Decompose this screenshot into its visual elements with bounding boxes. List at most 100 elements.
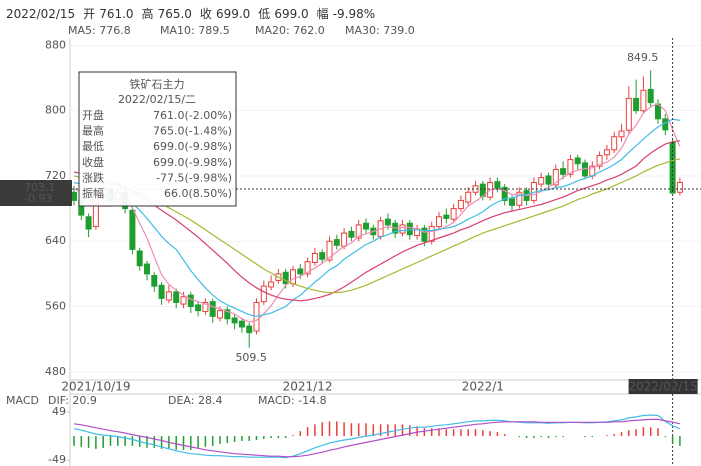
- macd-bar: [124, 436, 126, 446]
- tooltip-label: 开盘: [82, 108, 104, 122]
- candle-body: [238, 320, 245, 328]
- x-tick-label: 2022/1: [462, 380, 504, 394]
- candle-body: [85, 216, 92, 230]
- y-tick-label: 880: [45, 38, 66, 51]
- macd-bar: [679, 436, 681, 446]
- candle-body: [406, 222, 413, 236]
- macd-bar: [343, 422, 345, 437]
- macd-bar: [175, 436, 177, 450]
- candle-body: [297, 268, 304, 275]
- legend-entry: MA20: 762.0: [255, 24, 325, 37]
- macd-bar: [540, 436, 542, 438]
- macd-bar: [438, 428, 440, 437]
- candle-body: [202, 301, 209, 312]
- tooltip-value: -77.5(-9.98%): [156, 171, 232, 184]
- macd-bar: [387, 424, 389, 437]
- macd-bar: [292, 435, 294, 437]
- macd-bar: [474, 429, 477, 437]
- candle-body: [560, 168, 567, 175]
- candle-body: [231, 317, 238, 324]
- macd-bar: [423, 428, 426, 437]
- candle-body: [348, 230, 355, 238]
- macd-bar: [620, 432, 623, 437]
- candle-body: [450, 208, 457, 220]
- macd-bar: [503, 434, 506, 437]
- header-value: 765.0: [158, 7, 192, 21]
- macd-bar: [452, 429, 455, 437]
- macd-bar: [671, 436, 674, 444]
- header-label: 高: [142, 6, 154, 21]
- y-tick-label: 720: [45, 169, 66, 182]
- macd-bar: [482, 430, 484, 437]
- header: 2022/02/15 开 761.0 高 765.0 收 699.0 低 699.0 幅 -9.98…: [6, 6, 375, 21]
- macd-bar: [321, 422, 323, 437]
- macd-bar: [401, 424, 404, 437]
- legend-entry: MA30: 739.0: [345, 24, 415, 37]
- candle-body: [457, 199, 464, 210]
- header-label: 低: [258, 7, 270, 21]
- candle-body: [494, 181, 501, 189]
- candle-body: [165, 291, 172, 301]
- macd-bar: [197, 436, 199, 448]
- macd-bar: [584, 436, 586, 438]
- candle-body: [209, 301, 216, 317]
- macd-bar: [445, 429, 448, 437]
- macd-bar: [365, 423, 367, 437]
- candle-body: [151, 275, 158, 287]
- macd-bar: [357, 423, 360, 437]
- macd-bar: [117, 436, 119, 446]
- macd-bar: [336, 421, 338, 437]
- macd-bar: [328, 421, 331, 437]
- macd-bar: [270, 436, 272, 439]
- macd-bar: [416, 426, 418, 437]
- candle-body: [611, 136, 618, 151]
- candle-body: [647, 88, 654, 103]
- candle-body: [333, 239, 340, 246]
- tooltip-value: 761.0(-2.00%): [153, 109, 232, 122]
- macd-bar: [248, 436, 250, 441]
- candle-body: [552, 168, 559, 186]
- legend-entry: MA10: 789.5: [160, 24, 230, 37]
- macd-bar: [277, 436, 280, 439]
- low-annotation: 509.5: [235, 351, 267, 364]
- tooltip-box: [78, 71, 237, 207]
- header-value: 699.0: [216, 7, 250, 21]
- macd-bar: [350, 423, 353, 437]
- x-tick-label: 2021/10/19: [61, 380, 130, 394]
- candle-body: [217, 310, 223, 319]
- header-value: -9.98%: [333, 7, 375, 21]
- candle-body: [421, 227, 428, 242]
- tooltip-label: 最低: [82, 140, 104, 153]
- macd-bar: [591, 436, 594, 438]
- macd-bar: [102, 436, 104, 448]
- crosshair-price: 703.1: [24, 181, 56, 194]
- candle-body: [640, 89, 647, 112]
- tooltip-label: 振幅: [82, 186, 104, 200]
- ma-line: [73, 158, 681, 294]
- macd-bar: [131, 436, 134, 446]
- candle-body: [71, 191, 77, 201]
- candle-body: [129, 209, 136, 250]
- candle-body: [246, 325, 253, 334]
- ma-line: [73, 103, 681, 323]
- macd-bar: [73, 436, 75, 446]
- macd-bar: [562, 436, 564, 438]
- crosshair-box: [0, 180, 72, 206]
- macd-bar: [160, 436, 163, 449]
- y-tick-label: 480: [45, 365, 66, 378]
- macd-bar: [80, 436, 83, 447]
- macd-bar: [146, 436, 148, 448]
- tooltip-title: 铁矿石主力: [130, 78, 185, 91]
- macd-bar: [87, 436, 90, 448]
- candle-body: [676, 181, 683, 193]
- macd-tick-label: -49: [48, 453, 66, 466]
- macd-tick-label: 49: [52, 405, 66, 418]
- x-tick-label: 2022/02/15: [629, 380, 698, 394]
- candle-body: [596, 155, 603, 167]
- macd-bar: [190, 436, 192, 450]
- candle-body: [545, 175, 552, 185]
- tooltip-value: 699.0(-9.98%): [153, 140, 232, 153]
- macd-bar: [219, 436, 221, 444]
- y-tick-label: 560: [45, 300, 66, 313]
